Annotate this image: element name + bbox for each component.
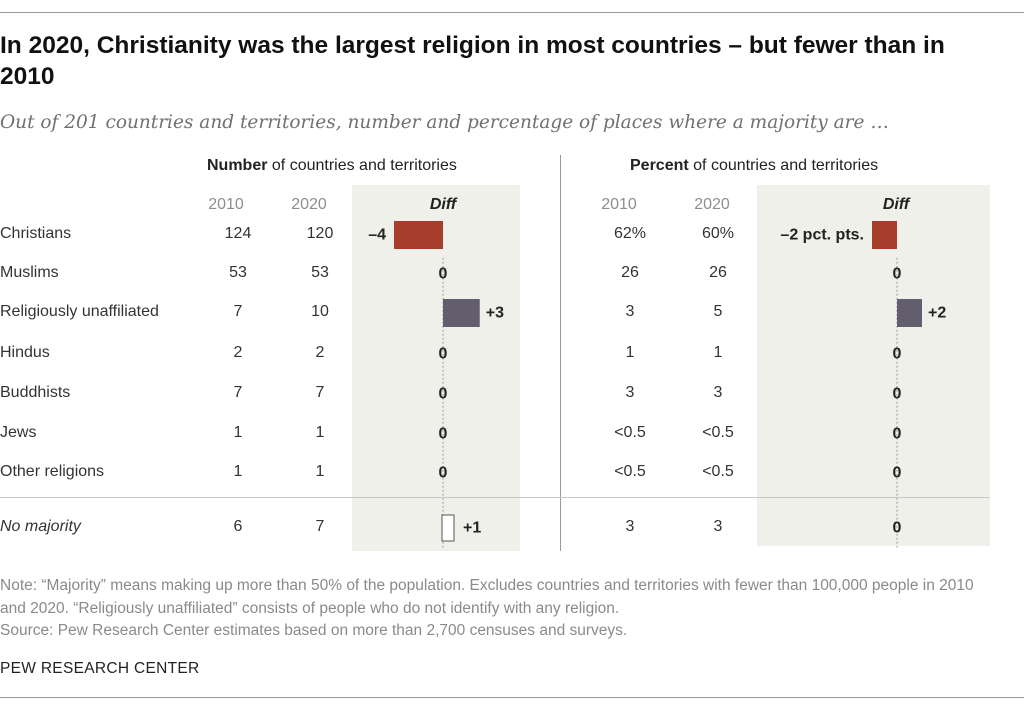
number-value-2010: 7 xyxy=(233,384,243,401)
percent-value-2020: 3 xyxy=(713,384,723,401)
chart-note: Note: “Majority” means making up more th… xyxy=(0,575,1000,643)
source-text: Source: Pew Research Center estimates ba… xyxy=(0,622,628,639)
number-diff-label: 0 xyxy=(439,346,448,363)
chart-title: In 2020, Christianity was the largest re… xyxy=(0,32,945,90)
percent-value-2020: 1 xyxy=(713,344,723,361)
percent-value-2020: 3 xyxy=(713,518,723,535)
bottom-rule xyxy=(0,697,1024,698)
row-label: Muslims xyxy=(0,264,59,281)
note-text: Note: “Majority” means making up more th… xyxy=(0,577,974,617)
number-year-2020-header: 2020 xyxy=(291,196,327,213)
number-diff-bar xyxy=(441,514,455,542)
top-rule xyxy=(0,12,1024,13)
percent-value-2010: 26 xyxy=(621,264,639,281)
number-diff-header: Diff xyxy=(429,196,457,213)
percent-value-2010: <0.5 xyxy=(614,463,646,480)
chart-subtitle: Out of 201 countries and territories, nu… xyxy=(0,112,889,133)
percent-diff-label: +2 xyxy=(928,305,946,322)
row-label: Buddhists xyxy=(0,384,71,401)
no-majority-separator xyxy=(0,497,990,498)
percent-value-2020: 26 xyxy=(709,264,727,281)
number-diff-label: 0 xyxy=(439,426,448,443)
row-label: Religiously unaffiliated xyxy=(0,303,159,320)
number-diff-label: 0 xyxy=(439,465,448,482)
number-value-2020: 2 xyxy=(315,344,325,361)
number-diff-label: +1 xyxy=(463,520,481,537)
number-diff-label: +3 xyxy=(486,305,504,322)
percent-diff-label: 0 xyxy=(893,520,902,537)
number-value-2020: 53 xyxy=(311,264,329,281)
percent-diff-label: –2 pct. pts. xyxy=(780,227,864,244)
row-label: Jews xyxy=(0,424,37,441)
row-label: No majority xyxy=(0,518,81,535)
percent-year-2020-header: 2020 xyxy=(694,196,730,213)
percent-value-2020: <0.5 xyxy=(702,424,734,441)
percent-diff-label: 0 xyxy=(893,346,902,363)
percent-value-2020: 60% xyxy=(701,225,735,242)
number-year-2010-header: 2010 xyxy=(208,196,244,213)
number-value-2010: 7 xyxy=(233,303,243,320)
number-value-2020: 1 xyxy=(315,424,325,441)
number-diff-label: 0 xyxy=(439,386,448,403)
percent-panel-header: Percent of countries and territories xyxy=(630,157,879,174)
number-diff-label: –4 xyxy=(368,227,386,244)
percent-value-2010: 3 xyxy=(625,518,635,535)
percent-diff-bar xyxy=(897,299,922,327)
percent-diff-label: 0 xyxy=(893,426,902,443)
number-value-2020: 7 xyxy=(315,518,325,535)
number-value-2010: 2 xyxy=(233,344,243,361)
number-diff-label: 0 xyxy=(439,266,448,283)
number-value-2020: 120 xyxy=(306,225,334,242)
percent-year-2010-header: 2010 xyxy=(601,196,637,213)
number-diff-bar xyxy=(443,299,480,327)
number-value-2010: 6 xyxy=(233,518,243,535)
number-diff-bar xyxy=(394,221,443,249)
number-panel-header: Number of countries and territories xyxy=(207,157,457,174)
percent-value-2010: 1 xyxy=(625,344,635,361)
number-value-2010: 1 xyxy=(233,463,243,480)
percent-diff-bar xyxy=(872,221,897,249)
percent-diff-header: Diff xyxy=(882,196,910,213)
percent-value-2010: 62% xyxy=(613,225,647,242)
panel-divider xyxy=(560,155,561,551)
brand-logo-text: PEW RESEARCH CENTER xyxy=(0,660,200,677)
percent-diff-label: 0 xyxy=(893,266,902,283)
row-label: Hindus xyxy=(0,344,50,361)
number-value-2020: 1 xyxy=(315,463,325,480)
percent-diff-label: 0 xyxy=(893,386,902,403)
number-value-2010: 53 xyxy=(229,264,247,281)
row-label: Christians xyxy=(0,225,72,242)
row-label: Other religions xyxy=(0,463,105,480)
percent-value-2020: <0.5 xyxy=(702,463,734,480)
percent-value-2010: 3 xyxy=(625,384,635,401)
percent-diff-label: 0 xyxy=(893,465,902,482)
number-value-2010: 1 xyxy=(233,424,243,441)
number-value-2020: 7 xyxy=(315,384,325,401)
percent-value-2010: 3 xyxy=(625,303,635,320)
percent-value-2020: 5 xyxy=(713,303,723,320)
number-value-2020: 10 xyxy=(311,303,329,320)
percent-value-2010: <0.5 xyxy=(614,424,646,441)
number-value-2010: 124 xyxy=(224,225,252,242)
